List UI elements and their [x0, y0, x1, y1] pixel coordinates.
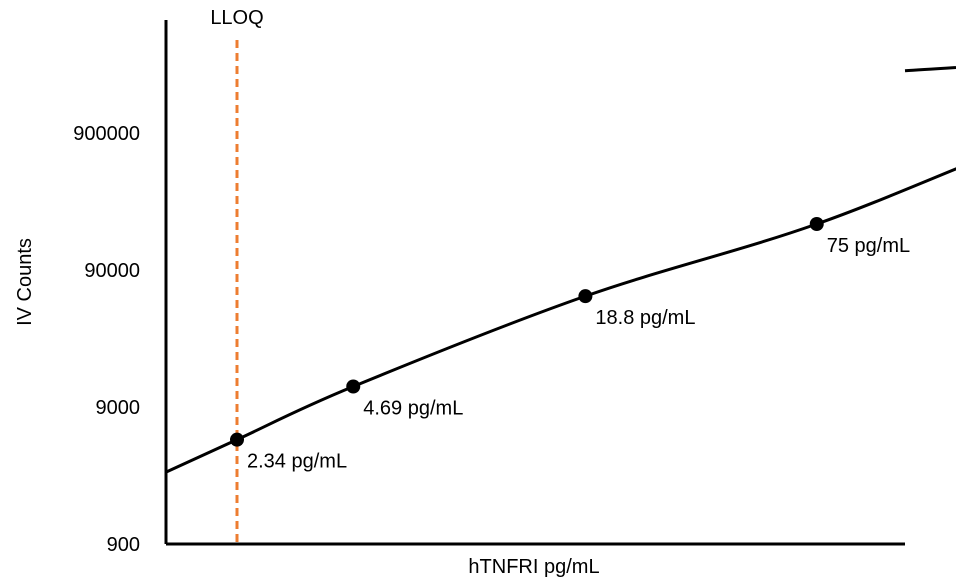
- point-label: 75 pg/mL: [827, 235, 910, 257]
- x-axis-label: hTNFRI pg/mL: [468, 556, 599, 578]
- data-point: [346, 379, 361, 394]
- point-label: 4.69 pg/mL: [363, 398, 463, 420]
- y-tick-label: 900: [107, 534, 140, 556]
- y-tick-label: 90000: [84, 260, 140, 282]
- data-point: [578, 289, 593, 304]
- lloq-label: LLOQ: [210, 7, 263, 29]
- point-label: 18.8 pg/mL: [595, 307, 695, 329]
- standard-curve-line: [165, 65, 956, 474]
- data-point: [230, 432, 244, 447]
- data-point: [809, 216, 824, 231]
- y-axis-label: IV Counts: [14, 238, 36, 326]
- annotations: LLOQ: [210, 7, 264, 544]
- y-tick-label: 9000: [96, 397, 141, 419]
- axes: [164, 20, 905, 546]
- data-points: [230, 216, 824, 447]
- y-tick-labels: 900 9000 90000 900000: [73, 123, 140, 556]
- point-label: 2.34 pg/mL: [247, 451, 347, 473]
- y-tick-label: 900000: [73, 123, 140, 145]
